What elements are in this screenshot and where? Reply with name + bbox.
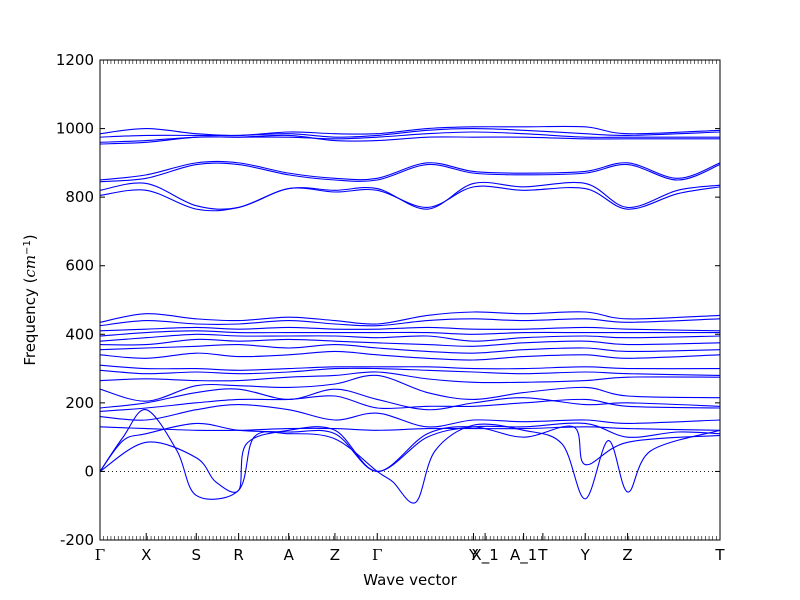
band-line-16 xyxy=(100,330,720,337)
x-tick-label: Y xyxy=(580,546,591,564)
band-line-14 xyxy=(100,338,720,347)
band-line-25 xyxy=(100,131,720,143)
band-line-3 xyxy=(100,425,720,493)
x-tick-label: Z xyxy=(330,546,340,564)
y-tick-label: 400 xyxy=(65,325,94,343)
band-line-26 xyxy=(100,128,720,138)
x-tick-label: T xyxy=(537,546,548,564)
y-tick-label: -200 xyxy=(60,531,94,549)
band-line-7 xyxy=(100,388,720,411)
y-tick-label: 1200 xyxy=(56,51,94,69)
band-line-9 xyxy=(100,371,720,384)
x-tick-label: X_1 xyxy=(471,546,498,565)
y-tick-label: 1000 xyxy=(56,120,94,138)
band-line-23 xyxy=(100,160,720,181)
x-tick-label: T xyxy=(714,546,725,564)
y-axis-label: Frequency (cm−1) xyxy=(21,234,39,365)
band-line-6 xyxy=(100,395,720,412)
x-tick-label: Γ xyxy=(372,546,382,564)
x-tick-label: Y xyxy=(468,546,479,564)
band-line-27 xyxy=(100,125,720,137)
y-tick-label: 200 xyxy=(65,394,94,412)
band-line-19 xyxy=(100,311,720,325)
x-tick-label: A xyxy=(284,546,295,564)
x-axis-label: Wave vector xyxy=(363,571,457,589)
band-line-4 xyxy=(100,426,720,432)
plot-frame xyxy=(99,59,721,541)
band-line-17 xyxy=(100,326,720,332)
band-line-12 xyxy=(100,350,720,361)
y-tick-label: 600 xyxy=(65,257,94,275)
x-tick-label: S xyxy=(192,546,202,564)
x-tick-label: Γ xyxy=(95,546,105,564)
band-line-2 xyxy=(100,409,720,504)
band-line-5 xyxy=(100,404,720,428)
plot-area xyxy=(100,125,720,504)
band-line-15 xyxy=(100,333,720,342)
band-line-21 xyxy=(100,181,720,210)
y-tick-label: 0 xyxy=(84,462,94,480)
band-line-8 xyxy=(100,374,720,402)
band-line-13 xyxy=(100,343,720,354)
band-line-11 xyxy=(100,364,720,371)
band-line-18 xyxy=(100,318,720,327)
y-tick-label: 800 xyxy=(65,188,94,206)
x-tick-label: Z xyxy=(622,546,632,564)
band-line-22 xyxy=(100,162,720,183)
x-tick-label: A_1 xyxy=(510,546,537,565)
band-line-10 xyxy=(100,367,720,376)
x-tick-label: R xyxy=(233,546,243,564)
x-tick-label: X xyxy=(141,546,151,564)
